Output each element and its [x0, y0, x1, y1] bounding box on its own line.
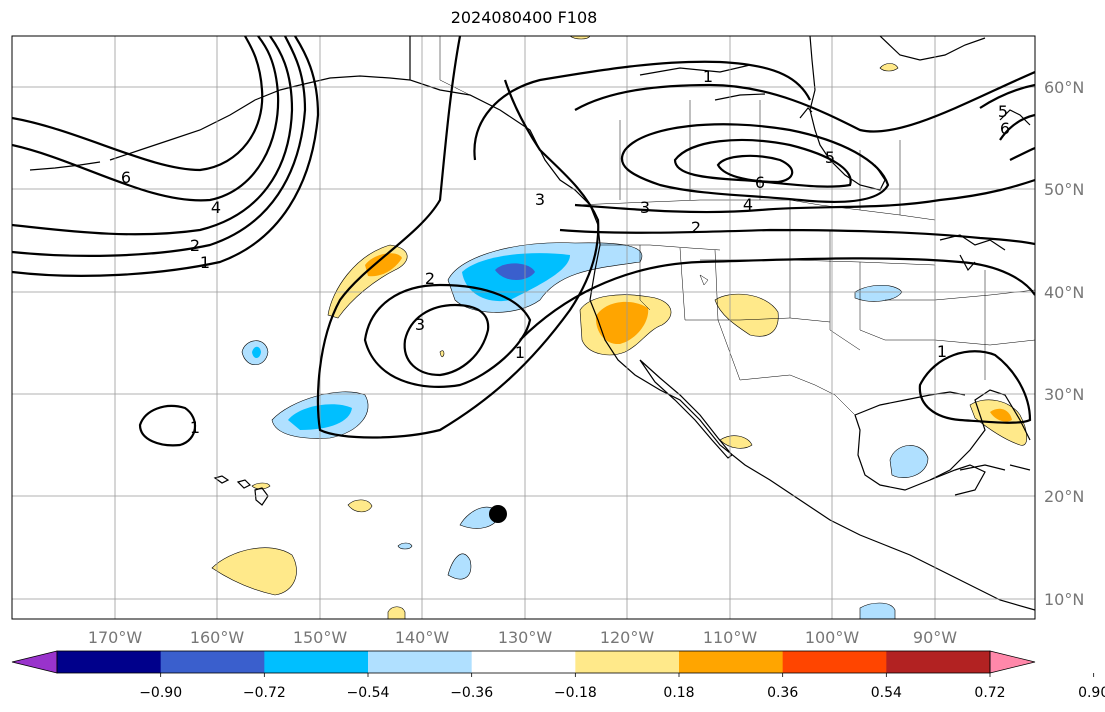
contour-label: 5	[998, 102, 1008, 121]
contour-label: 6	[121, 168, 131, 187]
positive-anomaly-region	[990, 408, 1012, 422]
contour-labels: 6 4 2 1 3 2 3 1 1 6 5 4 3 2 1 1 5 6	[121, 67, 1010, 437]
positive-anomaly-region	[211, 547, 297, 596]
lon-label: 120°W	[600, 628, 655, 647]
positive-anomaly-region	[569, 36, 591, 40]
contour-lines	[12, 36, 1035, 447]
contour-label: 2	[425, 269, 435, 288]
contour-label: 1	[515, 343, 525, 362]
colorbar-tick-label: −0.72	[243, 685, 286, 701]
contour-label: 3	[535, 190, 545, 209]
contour-label: 4	[211, 198, 221, 217]
positive-anomaly-region	[595, 301, 649, 345]
colorbar-tick-label: −0.90	[139, 685, 182, 701]
lon-label: 140°W	[395, 628, 450, 647]
positive-anomaly-region	[347, 499, 373, 513]
contour-label: 3	[415, 315, 425, 334]
graticule	[12, 36, 1035, 619]
colorbar-extend-min	[11, 650, 58, 674]
contour-label: 1	[190, 418, 200, 437]
negative-anomaly-region	[447, 553, 472, 580]
colorbar-extend-max	[989, 650, 1036, 674]
positive-anomaly-region	[365, 253, 402, 277]
lat-label: 30°N	[1044, 385, 1084, 404]
colorbar-tick-label: 0.36	[767, 685, 798, 701]
lat-label: 60°N	[1044, 78, 1084, 97]
contour-label: 1	[200, 253, 210, 272]
colorbar-segment	[782, 651, 887, 673]
colorbar-tick-label: −0.36	[450, 685, 493, 701]
colorbar-tick-label: 0.72	[974, 685, 1005, 701]
colorbar-tick-label: 0.90	[1078, 685, 1105, 701]
colorbar-segment	[160, 651, 265, 673]
colorbar-tick-label: −0.54	[347, 685, 390, 701]
contour-label: 6	[755, 173, 765, 192]
positive-anomaly-region	[879, 63, 899, 72]
lon-label: 100°W	[805, 628, 860, 647]
lat-label: 20°N	[1044, 487, 1084, 506]
map-title: 2024080400 F108	[450, 8, 598, 27]
colorbar-frame	[56, 650, 991, 674]
contour-label: 2	[691, 218, 701, 237]
negative-anomaly-region	[252, 346, 261, 358]
lat-label: 40°N	[1044, 283, 1084, 302]
lon-label: 130°W	[498, 628, 553, 647]
map-area	[12, 36, 1035, 619]
colorbar-segment	[57, 651, 162, 673]
contour-label: 4	[743, 195, 753, 214]
lat-label: 50°N	[1044, 180, 1084, 199]
contour-label: 3	[640, 198, 650, 217]
contour-label: 1	[937, 342, 947, 361]
lat-label: 10°N	[1044, 590, 1084, 609]
contour-label: 6	[1000, 119, 1010, 138]
colorbar-tick-label: −0.18	[554, 685, 597, 701]
negative-anomaly-region	[889, 445, 929, 478]
latitude-labels: 60°N 50°N 40°N 30°N 20°N 10°N	[1044, 78, 1084, 609]
contour-label: 5	[825, 148, 835, 167]
colorbar-tick-label: 0.54	[871, 685, 902, 701]
coastlines	[29, 36, 1035, 611]
contour-label: 2	[190, 236, 200, 255]
storm-center-dot	[489, 505, 507, 523]
colorbar-segment	[368, 651, 473, 673]
positive-anomaly-region	[439, 350, 445, 358]
colorbar-segment	[679, 651, 784, 673]
map-frame	[11, 35, 1036, 620]
colorbar-segment	[471, 651, 576, 673]
negative-anomaly-region	[397, 542, 413, 550]
colorbar-tick-label: 0.18	[663, 685, 694, 701]
lon-label: 170°W	[88, 628, 143, 647]
colorbar-segment	[886, 651, 991, 673]
contour-label: 1	[703, 67, 713, 86]
colorbar-segment	[575, 651, 680, 673]
lon-label: 150°W	[293, 628, 348, 647]
longitude-labels: 170°W 160°W 150°W 140°W 130°W 120°W 110°…	[88, 628, 957, 647]
lon-label: 90°W	[913, 628, 957, 647]
negative-anomaly-region	[859, 602, 896, 619]
colorbar-segment	[264, 651, 369, 673]
colorbar: −0.90 −0.72 −0.54 −0.36 −0.18 0.18 0.36 0.54 0.7…	[11, 650, 1105, 701]
lon-label: 110°W	[703, 628, 758, 647]
positive-anomaly-region	[387, 606, 406, 619]
positive-anomaly-region	[251, 482, 271, 490]
lon-label: 160°W	[190, 628, 245, 647]
